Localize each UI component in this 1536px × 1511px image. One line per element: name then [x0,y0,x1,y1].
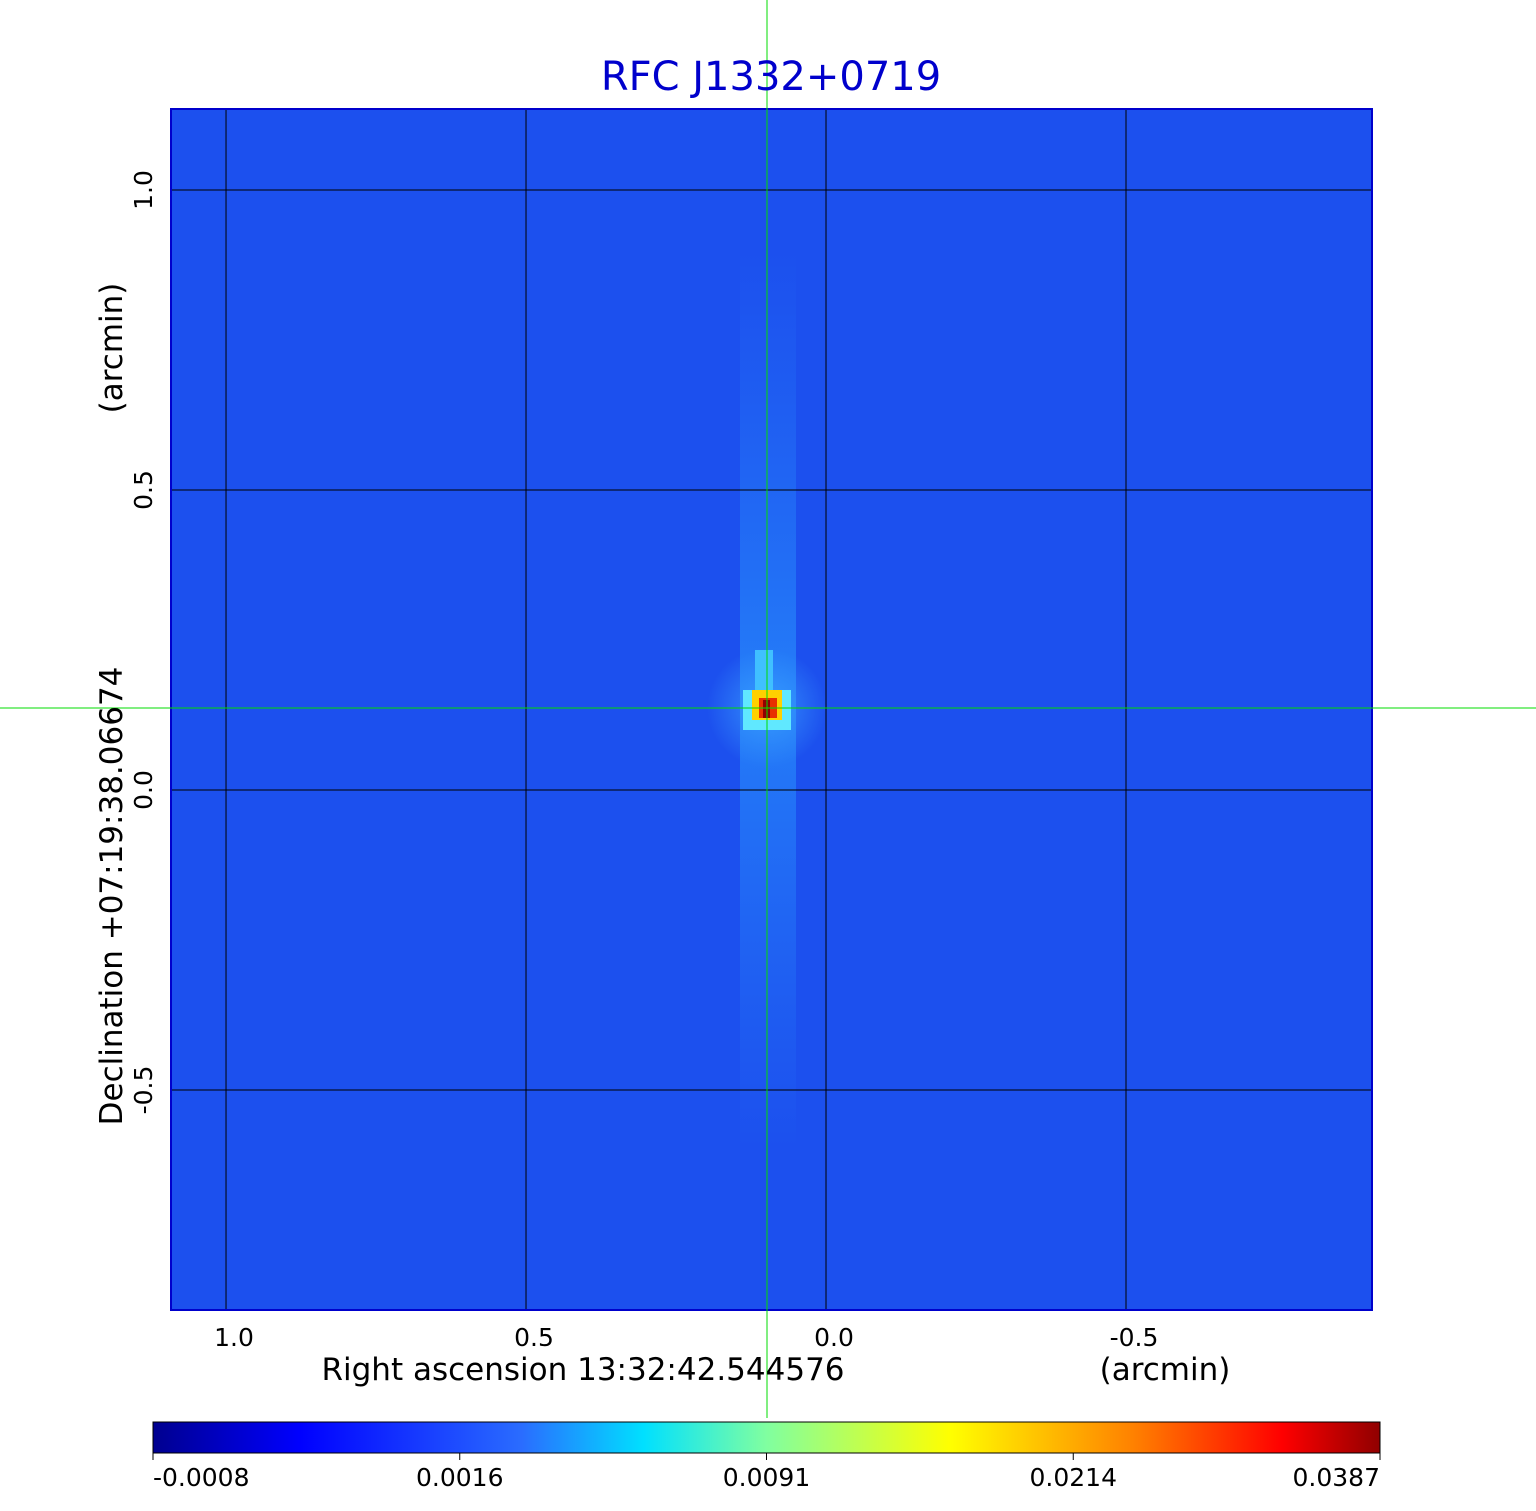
y-tick-label: 0.0 [129,770,158,810]
x-axis-unit: (arcmin) [1100,1352,1231,1388]
y-tick-label: -0.5 [129,1066,158,1115]
colorbar-tick-label: 0.0214 [1030,1463,1117,1492]
x-tick-label: 0.0 [814,1323,854,1352]
image [171,109,1372,1310]
chart-title: RFC J1332+0719 [601,54,941,100]
colorbar-tick-label: -0.0008 [153,1463,250,1492]
y-axis-label: Declination +07:19:38.06674 [94,667,130,1126]
x-tick-label: -0.5 [1110,1323,1159,1352]
x-tick-label: 0.5 [514,1323,554,1352]
y-tick-label: 1.0 [129,170,158,210]
y-axis-unit: (arcmin) [94,283,130,414]
colorbar [152,1421,1381,1454]
frame [170,108,1373,1311]
x-axis-label: Right ascension 13:32:42.544576 [321,1352,844,1388]
image-feature [755,650,773,690]
colorbar-tick-label: 0.0387 [1293,1463,1380,1492]
x-tick-label: 1.0 [214,1323,254,1352]
y-tick-label: 0.5 [129,470,158,510]
colorbar-tick-label: 0.0016 [416,1463,503,1492]
colorbar-tick-label: 0.0091 [723,1463,810,1492]
grid [171,109,1372,1310]
